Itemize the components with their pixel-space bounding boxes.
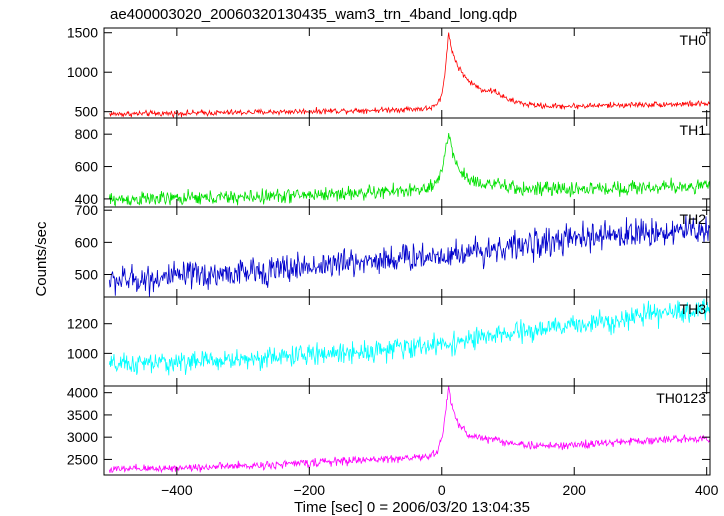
x-tick-label: 400 <box>695 482 719 498</box>
y-tick-label: 700 <box>75 202 99 218</box>
x-tick-label: 0 <box>438 482 446 498</box>
panel-th0: 500 1000 1500 TH0 <box>67 25 711 120</box>
panel-frame <box>103 385 711 476</box>
y-tick-label: 500 <box>75 104 99 120</box>
y-tick-label: 1000 <box>67 64 98 80</box>
series-line-th2 <box>108 215 710 297</box>
y-tick-label: 400 <box>75 191 99 207</box>
series-line-th0 <box>109 32 710 118</box>
panel-th2: 500 600 700 TH2 <box>75 202 711 298</box>
y-tick-label: 1200 <box>67 316 98 332</box>
panel-th1: 400 600 800 TH1 <box>75 117 711 208</box>
series-label-th0123: TH0123 <box>656 390 706 406</box>
y-axis-label: Counts/sec <box>33 221 50 297</box>
series-line-th3 <box>108 298 710 376</box>
series-line-th1 <box>108 133 710 207</box>
y-tick-label: 800 <box>75 126 99 142</box>
y-tick-label: 2500 <box>67 451 98 467</box>
panel-th0123: 2500 3000 3500 4000 −400 −200 0 200 400 TH0123 <box>67 385 719 498</box>
y-tick-label: 3000 <box>67 429 98 445</box>
x-tick-label: −200 <box>294 482 326 498</box>
series-label-th1: TH1 <box>680 122 707 138</box>
panel-th3: 1000 1200 TH3 <box>67 296 711 387</box>
x-tick-label: −400 <box>161 482 193 498</box>
y-tick-label: 1000 <box>67 345 98 361</box>
series-label-th0: TH0 <box>680 32 707 48</box>
panels: 500 1000 1500 TH0 400 600 800 TH1 500 600 700 TH2 10… <box>67 25 719 498</box>
series-label-th3: TH3 <box>680 301 707 317</box>
series-line-th0123 <box>108 386 710 474</box>
x-tick-label: 200 <box>563 482 587 498</box>
y-tick-label: 600 <box>75 234 99 250</box>
y-tick-label: 1500 <box>67 25 98 41</box>
series-label-th2: TH2 <box>680 211 707 227</box>
panel-frame <box>103 206 711 298</box>
y-tick-label: 4000 <box>67 385 98 401</box>
y-tick-label: 500 <box>75 267 99 283</box>
y-tick-label: 600 <box>75 159 99 175</box>
x-axis-label: Time [sec] 0 = 2006/03/20 13:04:35 <box>294 499 530 516</box>
panel-frame <box>103 296 711 387</box>
y-tick-label: 3500 <box>67 407 98 423</box>
figure-title: ae400003020_20060320130435_wam3_trn_4ban… <box>110 6 517 23</box>
